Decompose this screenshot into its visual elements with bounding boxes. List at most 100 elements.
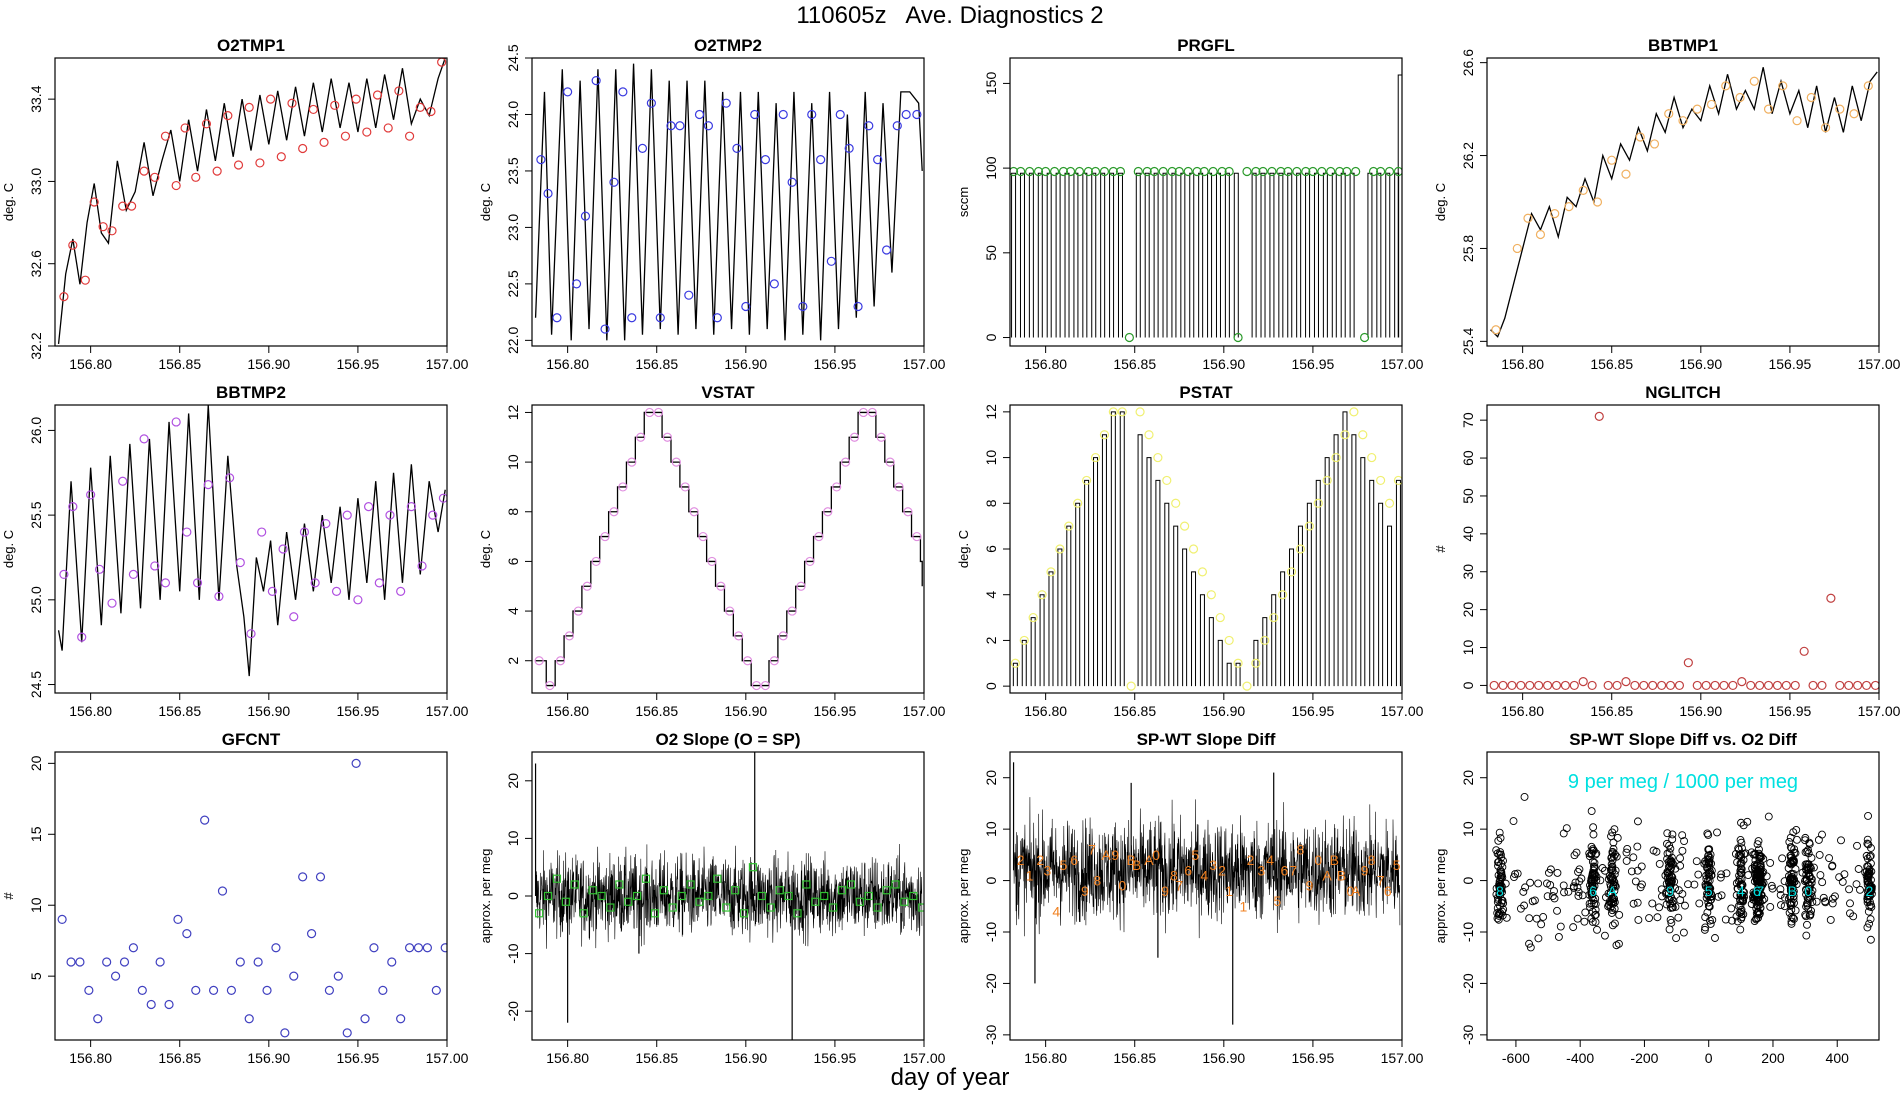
data-point [1607,909,1616,917]
chart-pstat: PSTAT deg. C 156.80 156.85 156.90 156.95 157.0… [956,383,1424,719]
data-point [150,561,160,571]
data-point [609,507,619,517]
data-point [837,886,847,895]
data-point [1058,166,1069,177]
x-tick-label: 156.85 [635,703,678,719]
data-point [1863,923,1872,932]
x-tick-label: 156.95 [1768,356,1811,372]
x-tick-label: 156.85 [158,356,201,372]
data-point [1308,166,1318,177]
data-point [1124,332,1134,343]
data-point [1627,867,1636,876]
data-point [1804,849,1813,858]
data-point [1744,871,1753,879]
slope-annotation: 9 per meg / 1000 per meg [1568,771,1798,793]
plot-area [1010,74,1402,343]
data-point [1717,891,1726,900]
data-point [1804,904,1813,913]
y-tick-label: 20 [505,773,521,789]
data-point [287,98,297,108]
data-point [1301,166,1311,177]
data-point [1608,848,1617,856]
data-point [1815,850,1824,859]
data-point [319,137,329,147]
data-point [1269,612,1279,623]
data-point [406,502,416,512]
cycle-label: 3 [1044,862,1052,878]
data-point [1664,895,1673,904]
data-point [1863,835,1872,844]
data-point [1801,836,1810,845]
data-point [1668,835,1677,844]
data-point [1564,202,1574,212]
data-point [1701,923,1710,932]
data-point [280,1028,290,1038]
x-tick-label: 157.00 [1381,703,1424,719]
plot-area [534,752,924,1040]
data-point [757,891,766,901]
data-point [1705,868,1714,877]
data-point [1679,928,1688,937]
data-point [716,581,726,591]
data-point [387,957,397,967]
data-point [1572,848,1581,857]
data-point [1233,658,1243,668]
x-tick-label: 200 [1761,1050,1785,1066]
y-tick-label: 0 [983,682,999,690]
data-point [396,1014,406,1024]
data-point [1736,925,1745,934]
data-point [826,256,836,266]
cluster-label: 6 [1753,883,1761,899]
data-point [563,87,573,97]
data-point [1497,896,1506,905]
data-point [1870,680,1879,691]
data-point [1807,892,1816,901]
data-point [704,891,713,901]
data-point [1865,892,1873,901]
data-point [912,109,922,120]
data-point [262,985,272,995]
x-tick-label: 0 [1705,1050,1713,1066]
data-point [609,177,619,187]
y-tick-label: 26.6 [1460,49,1476,76]
data-point [59,569,69,580]
chart-title: BBTMP2 [216,383,286,402]
data-point [1543,892,1552,901]
series-line [1490,67,1878,338]
data-point [1099,430,1110,440]
data-point [1653,913,1662,922]
data-point [1574,891,1583,900]
x-tick-label: 156.85 [1590,703,1633,719]
x-tick-label: 157.00 [426,356,469,372]
data-point [1704,845,1713,854]
y-axis-label: deg. C [478,530,493,568]
data-point [1805,838,1814,847]
data-point [1224,635,1234,646]
data-point [1705,845,1714,854]
y-tick-label: 33.0 [28,168,44,195]
data-point [1217,166,1227,177]
series-line [534,63,923,341]
data-point [1090,452,1101,463]
data-point [1629,899,1638,908]
cluster-label: 7 [1756,883,1764,899]
cycle-label: 7 [1088,842,1096,858]
cycle-label: 4 [1200,867,1208,883]
data-point [1663,868,1672,877]
cycle-label: 1 [1240,898,1248,914]
data-point [864,121,874,131]
x-tick-label: 157.00 [426,1050,469,1066]
data-point [573,606,583,616]
y-axis-label: # [1433,545,1448,553]
y-tick-label: 150 [983,72,999,96]
cycle-label: 8 [1093,873,1101,889]
data-point [57,914,67,925]
data-point [1787,917,1796,926]
data-point [1705,853,1714,862]
data-point [1499,856,1507,865]
data-point [1174,166,1184,177]
data-point [1589,862,1598,871]
data-point [552,874,562,883]
data-point [1706,867,1715,876]
y-tick-label: 20 [1460,770,1476,786]
